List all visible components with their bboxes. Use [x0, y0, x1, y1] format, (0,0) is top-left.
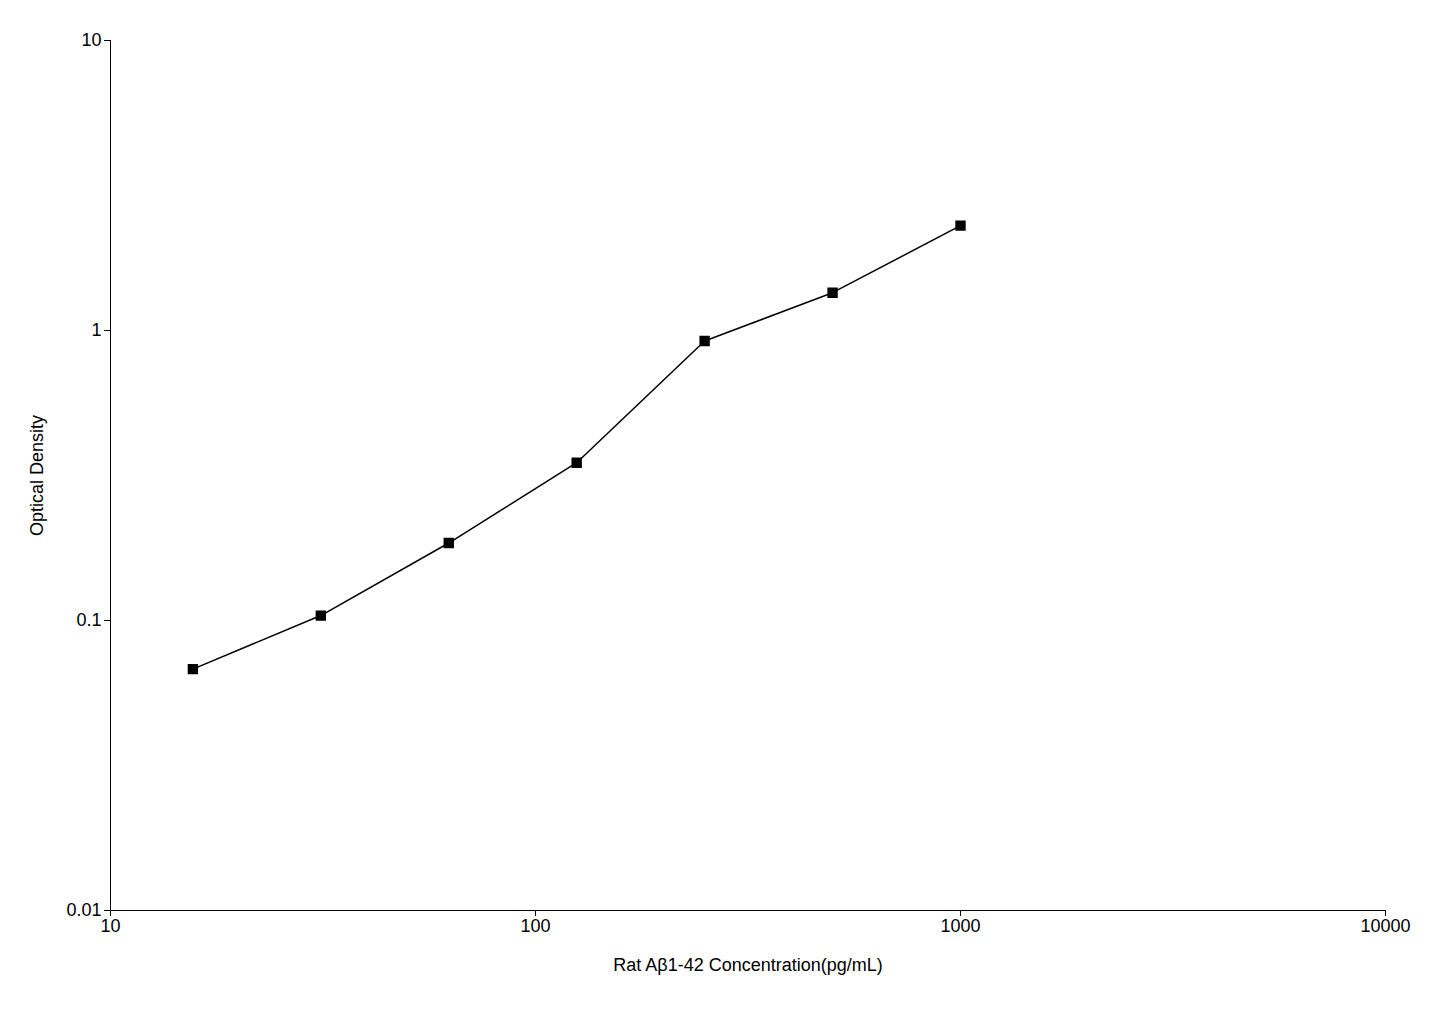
svg-text:100: 100	[520, 916, 550, 936]
svg-text:Rat Aβ1-42 Concentration(pg/mL: Rat Aβ1-42 Concentration(pg/mL)	[613, 955, 883, 975]
svg-text:10: 10	[81, 30, 101, 50]
svg-text:0.1: 0.1	[76, 610, 101, 630]
svg-text:1: 1	[91, 320, 101, 340]
svg-text:10: 10	[100, 916, 120, 936]
svg-text:0.01: 0.01	[66, 900, 101, 920]
svg-text:1000: 1000	[940, 916, 980, 936]
svg-text:Optical Density: Optical Density	[27, 415, 47, 536]
svg-text:10000: 10000	[1360, 916, 1410, 936]
